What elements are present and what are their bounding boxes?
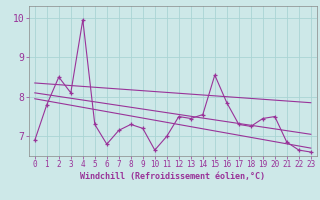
- X-axis label: Windchill (Refroidissement éolien,°C): Windchill (Refroidissement éolien,°C): [80, 172, 265, 181]
